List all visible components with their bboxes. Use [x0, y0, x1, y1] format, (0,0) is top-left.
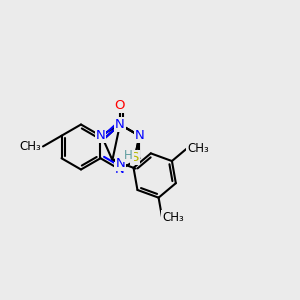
Text: N: N [115, 163, 125, 176]
Text: CH₃: CH₃ [20, 140, 41, 153]
Text: H: H [124, 148, 133, 161]
Text: N: N [135, 129, 144, 142]
Text: CH₃: CH₃ [162, 211, 184, 224]
Text: S: S [130, 151, 139, 164]
Text: N: N [96, 129, 105, 142]
Text: CH₃: CH₃ [188, 142, 209, 154]
Text: N: N [115, 118, 125, 131]
Text: N: N [116, 157, 125, 169]
Text: O: O [115, 99, 125, 112]
